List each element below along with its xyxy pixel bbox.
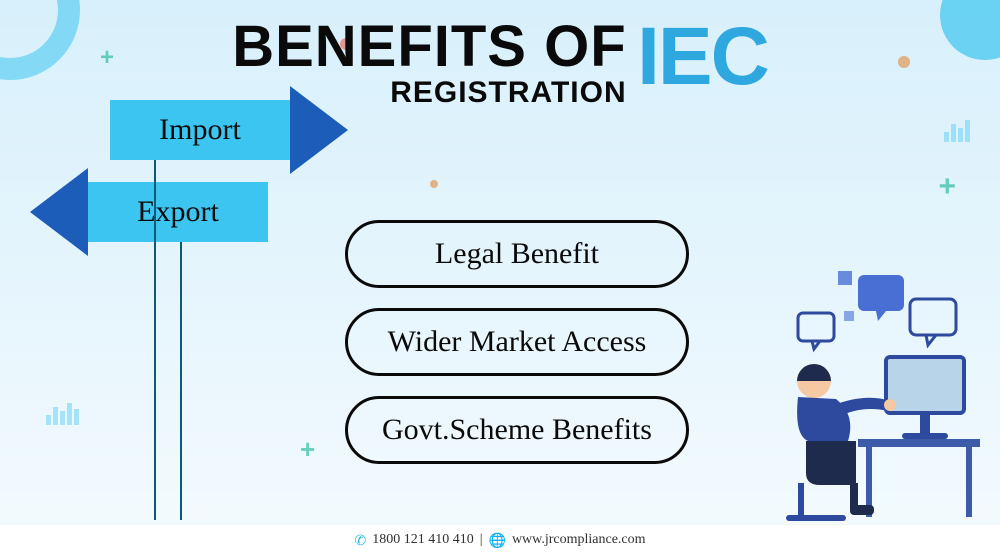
import-arrow: Import [110, 100, 370, 160]
footer-bar: ✆ 1800 121 410 410 | 🌐 www.jrcompliance.… [0, 525, 1000, 555]
footer-phone: 1800 121 410 410 [372, 532, 474, 548]
title-block: BENEFITS OF REGISTRATION IEC [0, 18, 1000, 110]
benefit-pill: Wider Market Access [345, 308, 689, 376]
person-at-desk-illustration [738, 265, 988, 525]
footer-sep: | [480, 532, 483, 548]
benefits-list: Legal Benefit Wider Market Access Govt.S… [345, 220, 689, 464]
arrow-group: Import Export [30, 100, 340, 242]
arrow-stem [180, 242, 182, 520]
globe-icon: 🌐 [489, 532, 506, 549]
deco-bar-icon [46, 403, 79, 425]
footer-website: www.jrcompliance.com [512, 532, 646, 548]
title-highlight: IEC [637, 18, 768, 96]
phone-icon: ✆ [354, 532, 366, 549]
deco-bar-icon [944, 120, 970, 142]
deco-dot [430, 180, 438, 188]
deco-plus-icon: + [300, 434, 315, 465]
arrow-stem [154, 160, 156, 520]
import-label: Import [159, 113, 241, 147]
deco-plus-icon: + [938, 170, 956, 204]
benefit-pill: Govt.Scheme Benefits [345, 396, 689, 464]
export-arrow: Export [30, 182, 290, 242]
title-main: BENEFITS OF [232, 18, 626, 76]
export-label: Export [137, 195, 219, 229]
benefit-pill: Legal Benefit [345, 220, 689, 288]
